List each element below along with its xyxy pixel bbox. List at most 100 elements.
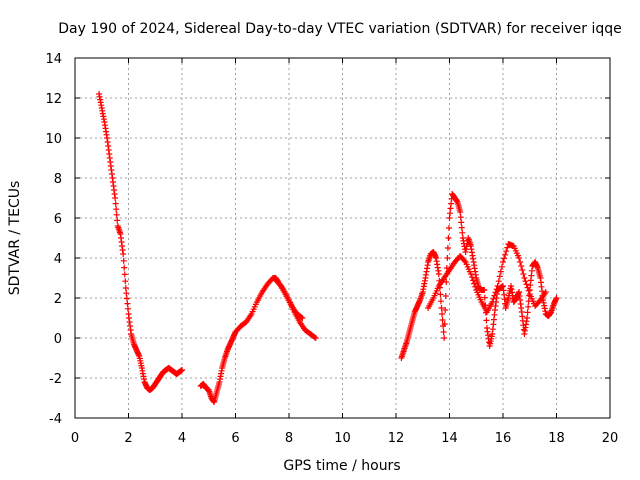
x-tick-label: 8 — [285, 431, 293, 446]
data-point-segment-3 — [481, 287, 488, 293]
y-tick-label: -4 — [49, 412, 62, 427]
y-tick-label: -2 — [49, 372, 62, 387]
y-axis-title: SDTVAR / TECUs — [7, 181, 23, 296]
x-tick-label: 0 — [71, 431, 79, 446]
data-point-segment-3b — [517, 259, 524, 265]
data-point-segment-3b — [520, 271, 527, 277]
data-point-segment-3b — [492, 289, 499, 296]
y-tick-label: 14 — [45, 52, 62, 67]
x-axis-title: GPS time / hours — [283, 458, 400, 474]
x-tick-label: 18 — [548, 431, 565, 446]
data-point-segment-3b — [497, 268, 504, 275]
data-point-segment-1 — [122, 278, 129, 285]
chart-title: Day 190 of 2024, Sidereal Day-to-day VTE… — [58, 21, 622, 37]
data-point-segment-3b — [471, 280, 478, 287]
data-point-segment-3 — [444, 245, 451, 251]
plot-frame — [74, 57, 611, 419]
data-point-segment-1 — [124, 305, 131, 312]
data-point-segment-3b — [461, 257, 468, 264]
data-point-segment-1 — [121, 271, 128, 278]
data-point-segment-3 — [444, 255, 451, 261]
y-tick-label: 12 — [45, 92, 62, 107]
data-point-segment-3b — [494, 283, 501, 289]
data-point-segment-3b — [495, 278, 502, 285]
data-point-segment-3 — [459, 229, 466, 236]
data-point-segment-1 — [120, 257, 127, 264]
data-point-segment-3 — [441, 335, 448, 341]
data-point-segment-1 — [124, 300, 131, 307]
data-point-segment-1 — [120, 251, 127, 257]
data-point-segment-3 — [457, 209, 464, 215]
data-point-segment-1 — [114, 217, 121, 224]
data-point-segment-1 — [123, 290, 130, 297]
data-point-segment-2b — [276, 281, 283, 288]
data-point-segment-2b — [298, 314, 305, 321]
data-point-segment-3b — [489, 299, 496, 305]
data-point-segment-3 — [524, 315, 531, 321]
data-point-segment-3b — [498, 263, 505, 270]
data-point-segment-3b — [504, 244, 511, 251]
data-point-segment-3b — [542, 289, 549, 295]
y-tick-label: 6 — [54, 212, 62, 227]
y-tick-label: 10 — [45, 132, 62, 147]
data-point-segment-3 — [483, 317, 490, 324]
data-point-segment-3 — [445, 235, 452, 241]
data-point-segment-3 — [435, 271, 442, 277]
data-point-segment-1 — [113, 206, 120, 213]
data-point-segment-3 — [437, 291, 444, 298]
data-point-segment-3b — [525, 287, 532, 294]
data-point-segment-1 — [113, 211, 120, 218]
x-tick-label: 14 — [441, 431, 458, 446]
x-tick-label: 2 — [124, 431, 132, 446]
data-point-segment-3 — [458, 219, 465, 226]
grid — [75, 58, 610, 418]
data-point-segment-3 — [525, 303, 532, 310]
data-point-segment-1 — [179, 367, 185, 373]
data-point-segment-1 — [123, 295, 130, 302]
data-point-segment-3 — [437, 298, 444, 305]
data-point-segment-3 — [445, 225, 452, 231]
data-point-segment-3b — [491, 292, 498, 299]
data-point-segment-3 — [524, 309, 531, 316]
y-tick-label: 8 — [54, 172, 62, 187]
data-point-segment-3b — [490, 295, 497, 302]
data-point-segment-3b — [521, 275, 528, 281]
x-tick-label: 12 — [388, 431, 405, 446]
x-tick-label: 4 — [178, 431, 186, 446]
data-point-segment-3 — [439, 311, 446, 317]
data-point-segment-3b — [524, 284, 531, 291]
x-tick-label: 6 — [231, 431, 239, 446]
data-point-segment-1 — [112, 195, 119, 201]
data-point-segment-3b — [516, 255, 523, 261]
data-point-segment-3b — [519, 267, 526, 273]
x-tick-label: 16 — [495, 431, 512, 446]
data-point-segment-2 — [311, 334, 318, 341]
y-tick-label: 2 — [54, 292, 62, 307]
data-point-segment-3b — [493, 286, 500, 293]
data-point-segment-3b — [472, 283, 479, 290]
data-point-segment-3 — [442, 293, 449, 299]
data-point-segment-3b — [522, 278, 529, 285]
data-point-segment-1 — [112, 200, 119, 207]
data-point-segment-3b — [518, 263, 525, 269]
data-point-segment-3 — [440, 329, 447, 335]
data-point-segment-2 — [312, 335, 319, 341]
data-point-segment-3b — [501, 255, 508, 262]
data-point-segment-3 — [442, 307, 449, 313]
data-point-segment-3b — [523, 281, 530, 288]
data-point-segment-3b — [468, 274, 475, 281]
data-point-segment-3b — [496, 273, 503, 280]
data-point-segment-3 — [481, 294, 488, 301]
data-point-segment-3 — [439, 317, 446, 323]
data-point-segment-3 — [438, 305, 445, 311]
data-point-segment-3b — [502, 251, 509, 258]
data-point-segment-2b — [299, 315, 306, 321]
data-point-segment-3 — [443, 279, 450, 285]
data-point-segment-3 — [457, 214, 464, 221]
tick-labels: 0 2 4 6 8 10 12 14 16 18 20 -4 -2 0 2 4 6 8 10 12 14 — [45, 52, 618, 446]
data-point-segment-3 — [441, 321, 448, 327]
x-tick-label: 20 — [602, 431, 619, 446]
data-point-segment-1 — [121, 264, 128, 271]
data-point-segment-3 — [458, 224, 465, 231]
